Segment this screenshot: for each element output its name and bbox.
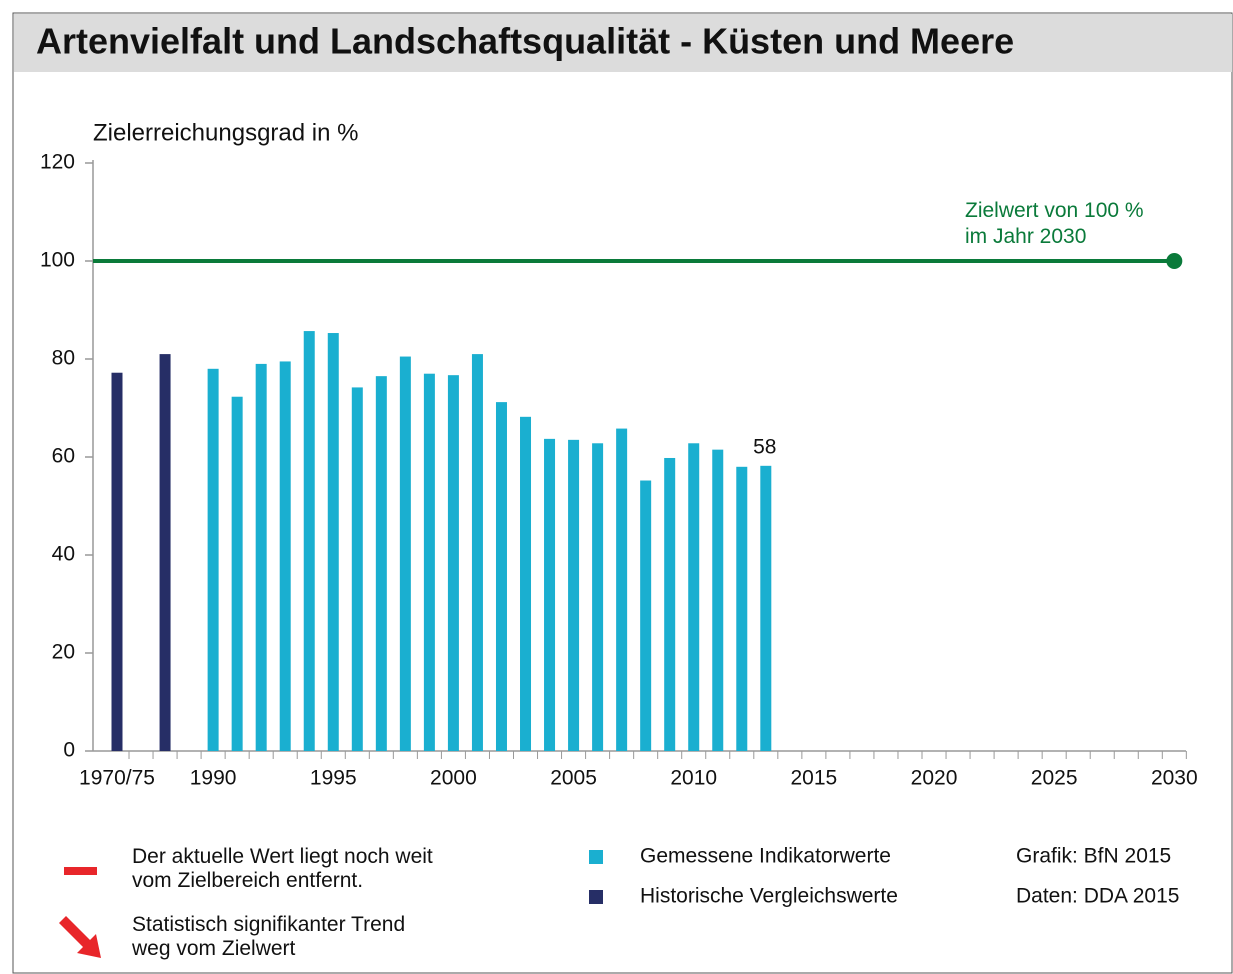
- legend-label: Historische Vergleichswerte: [640, 885, 898, 908]
- bar: [592, 443, 604, 751]
- bar: [111, 372, 123, 751]
- x-tick-label: 2015: [791, 767, 838, 790]
- bar: [616, 428, 628, 751]
- y-tick-label: 80: [52, 347, 75, 370]
- bar: [303, 331, 315, 751]
- bar: [327, 333, 339, 751]
- x-tick-label: 2020: [911, 767, 958, 790]
- x-tick-label: 2000: [430, 767, 477, 790]
- bar: [375, 376, 387, 751]
- bar: [447, 375, 459, 751]
- legend-swatch: [589, 890, 603, 904]
- bar: [351, 387, 363, 751]
- bar: [760, 465, 772, 751]
- bar: [159, 354, 171, 751]
- bar: [640, 480, 652, 751]
- target-annotation: Zielwert von 100 % im Jahr 2030: [965, 199, 1144, 248]
- status-note: Statistisch signifikanter Trend weg vom Z…: [131, 913, 405, 960]
- x-tick-label: 2010: [670, 767, 717, 790]
- x-tick-label: 1970/75: [79, 767, 155, 790]
- bar: [495, 402, 507, 751]
- y-tick-label: 20: [52, 641, 75, 664]
- y-tick-label: 60: [52, 445, 75, 468]
- title-bar: [14, 14, 1232, 72]
- y-axis-label: Zielerreichungsgrad in %: [93, 119, 358, 146]
- credit: Grafik: BfN 2015: [1016, 845, 1171, 868]
- target-annotation-line: im Jahr 2030: [965, 225, 1086, 248]
- bar: [471, 354, 483, 751]
- bar: [688, 443, 700, 751]
- y-tick-label: 120: [40, 151, 75, 174]
- x-tick-label: 1990: [190, 767, 237, 790]
- bar: [255, 363, 267, 751]
- bar: [231, 396, 243, 751]
- x-tick-label: 2005: [550, 767, 597, 790]
- status-dash: [64, 867, 97, 875]
- x-tick-label: 1995: [310, 767, 357, 790]
- bar: [520, 416, 532, 751]
- status-note-line: weg vom Zielwert: [131, 937, 296, 960]
- bar: [664, 457, 676, 751]
- y-tick-label: 0: [63, 739, 75, 762]
- legend-label: Gemessene Indikatorwerte: [640, 845, 891, 868]
- x-tick-label: 2030: [1151, 767, 1198, 790]
- data-label: 58: [753, 435, 776, 458]
- status-note-line: Statistisch signifikanter Trend: [132, 913, 405, 936]
- status-note: Der aktuelle Wert liegt noch weit vom Zie…: [132, 845, 433, 892]
- bar: [544, 438, 556, 751]
- target-point: [1166, 253, 1183, 269]
- bar: [736, 466, 748, 751]
- bar: [568, 439, 580, 751]
- y-tick-label: 100: [40, 249, 75, 272]
- status-note-line: vom Zielbereich entfernt.: [132, 869, 363, 892]
- status-arrow: [59, 916, 101, 958]
- target-annotation-line: Zielwert von 100 %: [965, 199, 1144, 222]
- bar: [399, 356, 411, 751]
- y-tick-label: 40: [52, 543, 75, 566]
- x-tick-label: 2025: [1031, 767, 1078, 790]
- legend-swatch: [589, 850, 603, 864]
- chart-title: Artenvielfalt und Landschaftsqualität - …: [36, 21, 1014, 62]
- bar: [279, 361, 291, 751]
- bar: [712, 449, 724, 751]
- bar: [207, 368, 219, 751]
- credit: Daten: DDA 2015: [1016, 885, 1179, 908]
- status-note-line: Der aktuelle Wert liegt noch weit: [132, 845, 433, 868]
- bar: [423, 373, 435, 751]
